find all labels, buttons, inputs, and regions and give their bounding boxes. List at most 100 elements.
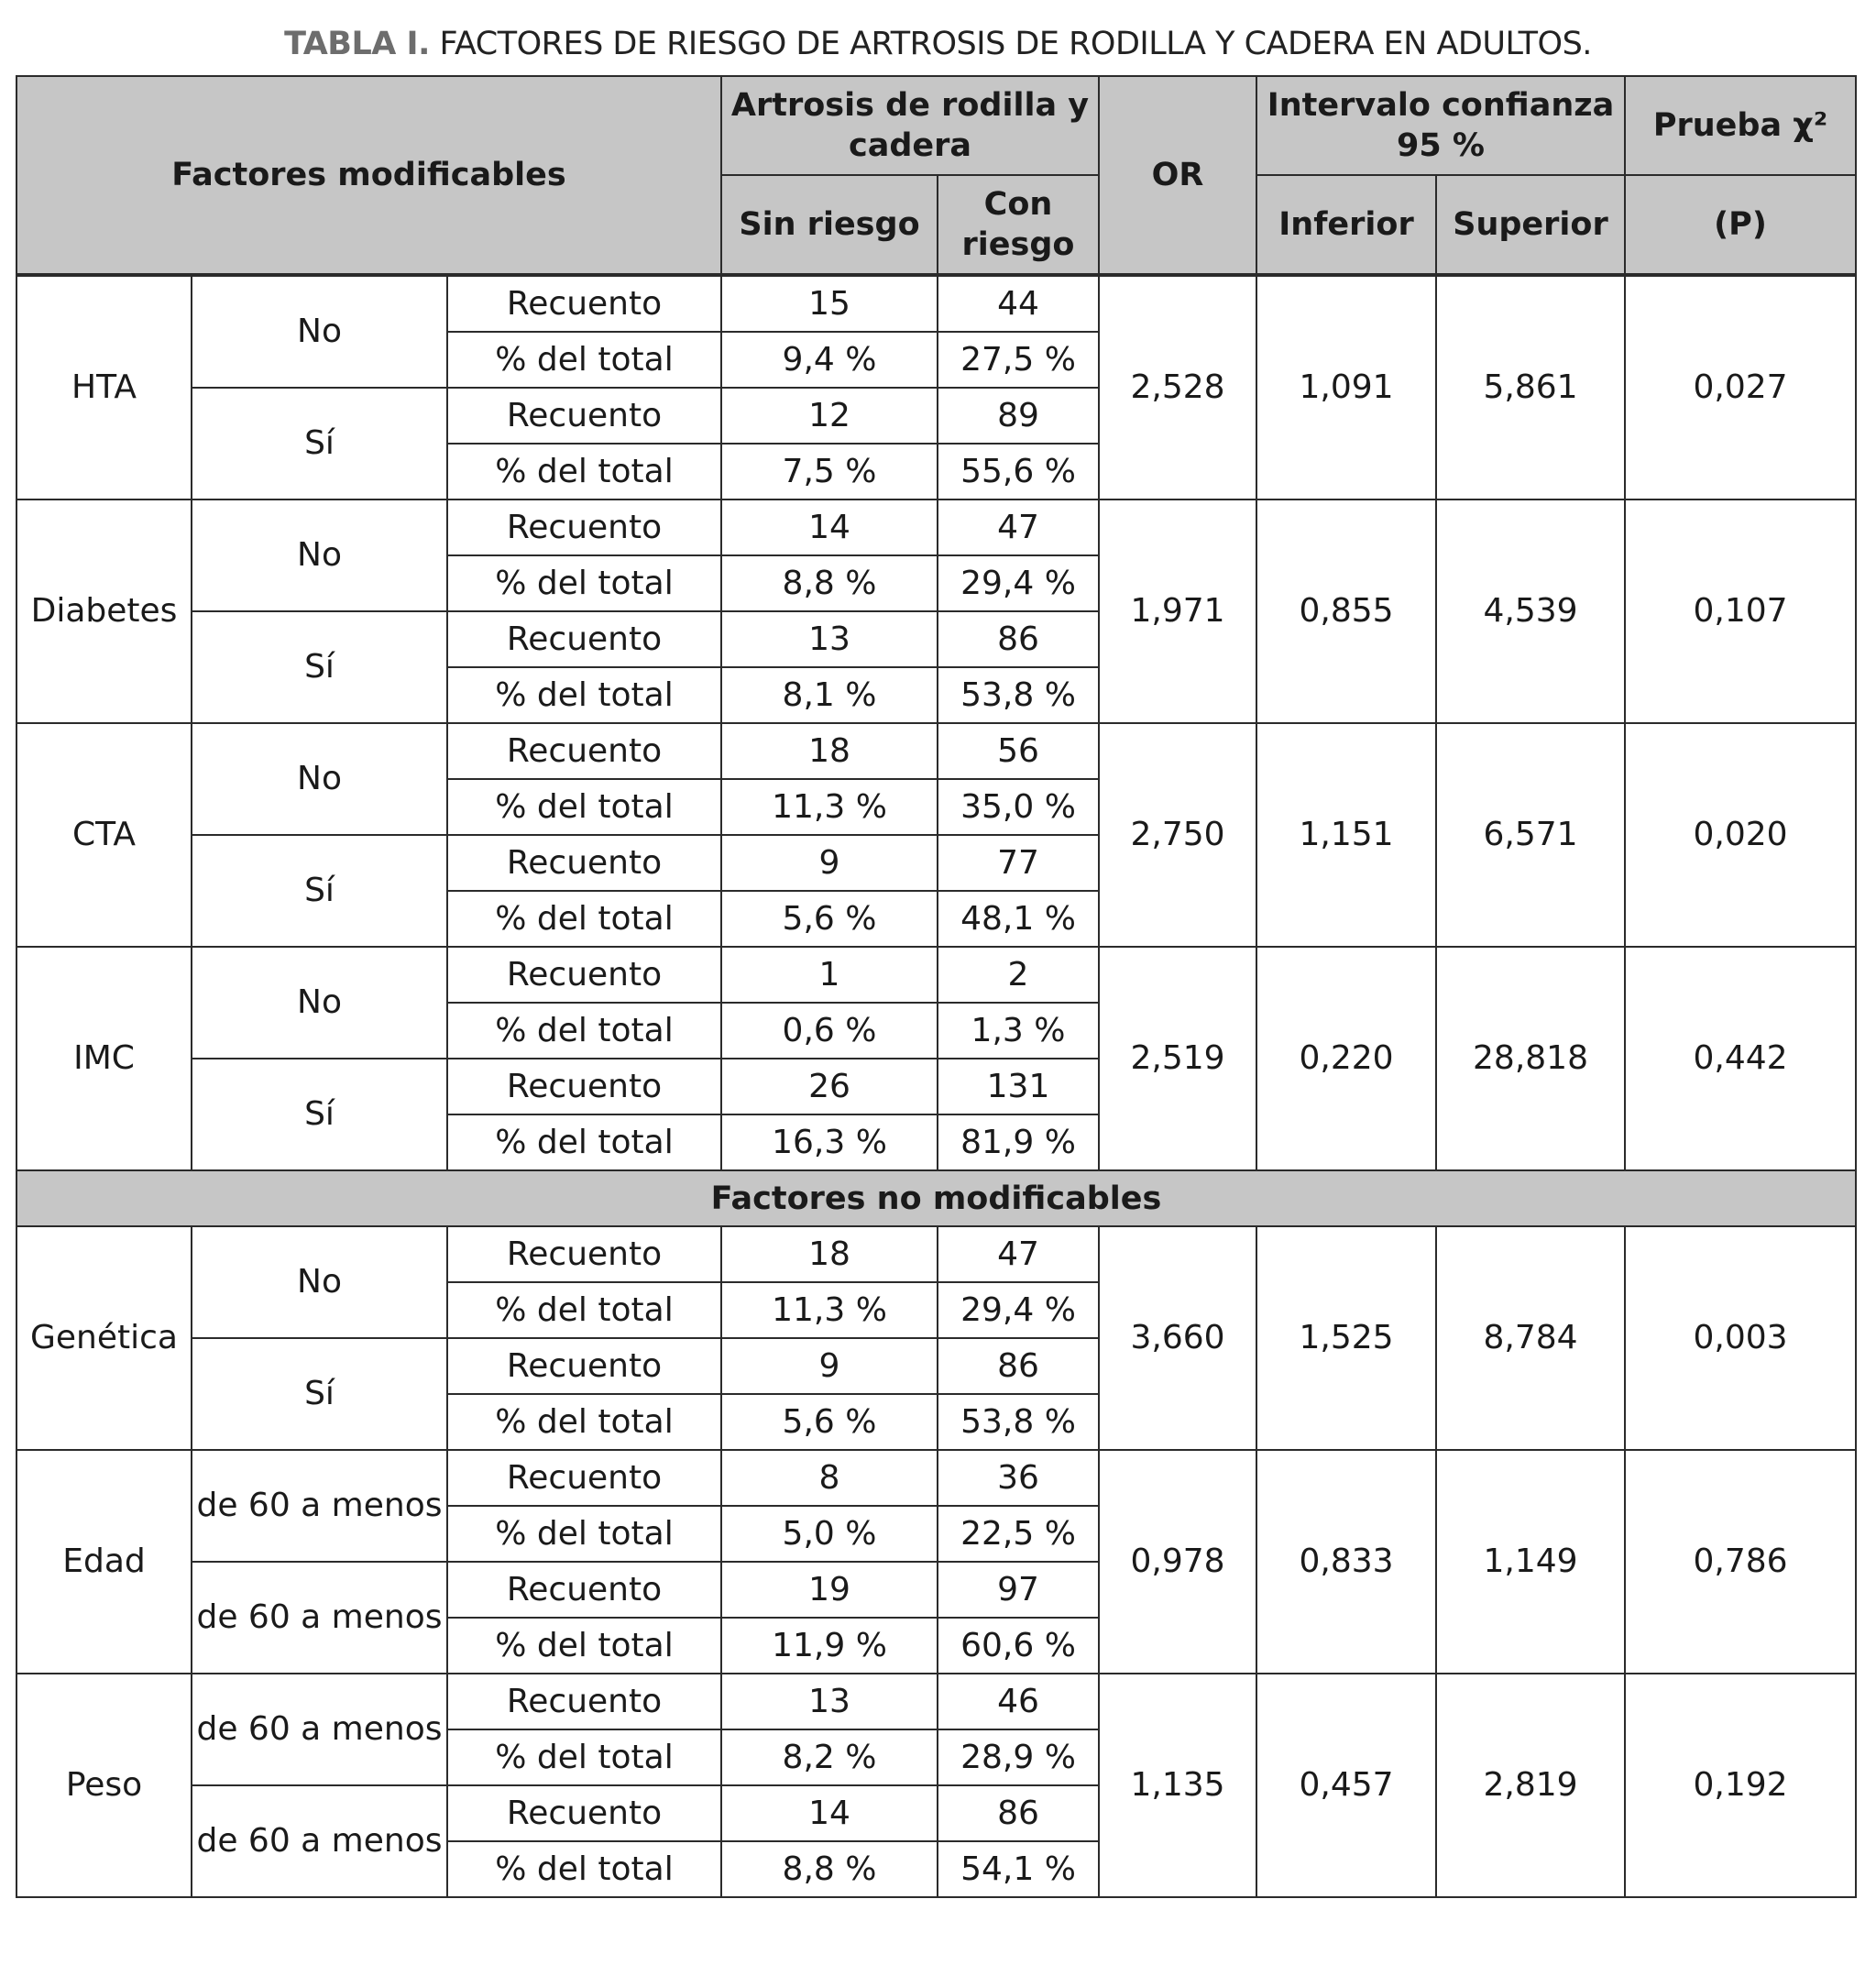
factor-name: HTA xyxy=(16,274,192,500)
or-value: 1,971 xyxy=(1098,499,1257,724)
header-prueba: Prueba χ² xyxy=(1624,75,1857,176)
measure-label: Recuento xyxy=(446,1673,722,1730)
or-value: 0,978 xyxy=(1098,1449,1257,1674)
p-value: 0,786 xyxy=(1624,1449,1857,1674)
ci-inferior-value: 0,220 xyxy=(1256,946,1437,1171)
table-row: Sí Recuento 13 86 xyxy=(16,610,1856,724)
sin-riesgo-value: 8,1 % xyxy=(720,666,938,724)
table-row: Sí Recuento 9 86 xyxy=(16,1337,1856,1451)
header-inferior: Inferior xyxy=(1256,174,1437,276)
ci-inferior-value: 0,457 xyxy=(1256,1673,1437,1898)
ci-inferior-value: 0,855 xyxy=(1256,499,1437,724)
table-row: CTA No Recuento 18 56 2,750 1,151 6,571 0,020 xyxy=(16,722,1857,948)
ci-superior-value: 6,571 xyxy=(1435,722,1626,948)
factor-name: CTA xyxy=(16,722,192,948)
table-row: Sí Recuento 12 89 xyxy=(16,387,1856,500)
con-riesgo-value: 28,9 % xyxy=(937,1729,1100,1786)
measure-label: % del total xyxy=(446,1114,722,1171)
table-row: % del total 5,6 % 53,8 % xyxy=(16,1393,1856,1451)
header-or: OR xyxy=(1098,75,1257,276)
ci-inferior-value: 1,525 xyxy=(1256,1225,1437,1451)
con-riesgo-value: 29,4 % xyxy=(937,1281,1100,1339)
group-label: No xyxy=(191,722,448,836)
or-value: 2,528 xyxy=(1098,274,1257,500)
table-row: % del total 5,6 % 48,1 % xyxy=(16,890,1856,948)
table-row: % del total 9,4 % 27,5 % xyxy=(16,331,1856,389)
sin-riesgo-value: 18 xyxy=(720,1225,938,1283)
sin-riesgo-value: 0,6 % xyxy=(720,1002,938,1059)
factor-name: Genética xyxy=(16,1225,192,1451)
sin-riesgo-value: 13 xyxy=(720,610,938,668)
measure-label: Recuento xyxy=(446,1561,722,1619)
sin-riesgo-value: 9 xyxy=(720,834,938,892)
header-factores: Factores modificables xyxy=(16,75,722,276)
p-value: 0,020 xyxy=(1624,722,1857,948)
ci-superior-value: 1,149 xyxy=(1435,1449,1626,1674)
table-row: Diabetes No Recuento 14 47 1,971 0,855 4,539 0,1… xyxy=(16,499,1857,724)
measure-label: Recuento xyxy=(446,946,722,1004)
measure-label: Recuento xyxy=(446,1337,722,1395)
ci-superior-value: 8,784 xyxy=(1435,1225,1626,1451)
con-riesgo-value: 60,6 % xyxy=(937,1617,1100,1674)
measure-label: % del total xyxy=(446,554,722,612)
con-riesgo-value: 22,5 % xyxy=(937,1505,1100,1563)
sin-riesgo-value: 19 xyxy=(720,1561,938,1619)
con-riesgo-value: 86 xyxy=(937,1784,1100,1842)
risk-factors-table: Factores modificables Artrosis de rodill… xyxy=(16,75,1857,1898)
sin-riesgo-value: 9,4 % xyxy=(720,331,938,389)
table-row: % del total 11,9 % 60,6 % xyxy=(16,1617,1856,1674)
section-heading: Factores no modificables xyxy=(16,1169,1857,1227)
factor-name: IMC xyxy=(16,946,192,1171)
ci-inferior-value: 0,833 xyxy=(1256,1449,1437,1674)
con-riesgo-value: 54,1 % xyxy=(937,1840,1100,1898)
p-value: 0,442 xyxy=(1624,946,1857,1171)
ci-inferior-value: 1,151 xyxy=(1256,722,1437,948)
con-riesgo-value: 86 xyxy=(937,1337,1100,1395)
table-row: % del total 5,0 % 22,5 % xyxy=(16,1505,1856,1563)
table-row: de 60 a menos Recuento 19 97 xyxy=(16,1561,1856,1674)
sin-riesgo-value: 8,2 % xyxy=(720,1729,938,1786)
p-value: 0,027 xyxy=(1624,274,1857,500)
sin-riesgo-value: 18 xyxy=(720,722,938,780)
header-p: (P) xyxy=(1624,174,1857,276)
measure-label: % del total xyxy=(446,1617,722,1674)
con-riesgo-value: 44 xyxy=(937,274,1100,333)
sin-riesgo-value: 11,9 % xyxy=(720,1617,938,1674)
measure-label: Recuento xyxy=(446,387,722,445)
sin-riesgo-value: 1 xyxy=(720,946,938,1004)
measure-label: Recuento xyxy=(446,1225,722,1283)
table-row: % del total 11,3 % 35,0 % xyxy=(16,778,1856,836)
table-row: % del total 8,8 % 29,4 % xyxy=(16,554,1856,612)
table-label: TABLA I. xyxy=(284,26,430,62)
con-riesgo-value: 81,9 % xyxy=(937,1114,1100,1171)
table-row: % del total 0,6 % 1,3 % xyxy=(16,1002,1856,1059)
con-riesgo-value: 131 xyxy=(937,1058,1100,1115)
group-label: Sí xyxy=(191,834,448,948)
sin-riesgo-value: 8,8 % xyxy=(720,1840,938,1898)
header-intervalo: Intervalo confianza 95 % xyxy=(1256,75,1626,176)
table-row: de 60 a menos Recuento 14 86 xyxy=(16,1784,1856,1898)
header-artrosis: Artrosis de rodilla y cadera xyxy=(720,75,1100,176)
ci-superior-value: 2,819 xyxy=(1435,1673,1626,1898)
group-label: No xyxy=(191,946,448,1059)
group-label: Sí xyxy=(191,387,448,500)
ci-superior-value: 5,861 xyxy=(1435,274,1626,500)
p-value: 0,003 xyxy=(1624,1225,1857,1451)
table-row: % del total 7,5 % 55,6 % xyxy=(16,443,1856,500)
measure-label: % del total xyxy=(446,1840,722,1898)
sin-riesgo-value: 5,0 % xyxy=(720,1505,938,1563)
sin-riesgo-value: 16,3 % xyxy=(720,1114,938,1171)
measure-label: Recuento xyxy=(446,610,722,668)
sin-riesgo-value: 26 xyxy=(720,1058,938,1115)
con-riesgo-value: 2 xyxy=(937,946,1100,1004)
table-row: % del total 16,3 % 81,9 % xyxy=(16,1114,1856,1171)
or-value: 2,750 xyxy=(1098,722,1257,948)
measure-label: Recuento xyxy=(446,1058,722,1115)
group-label: No xyxy=(191,1225,448,1339)
group-label: No xyxy=(191,499,448,612)
sin-riesgo-value: 14 xyxy=(720,499,938,556)
measure-label: Recuento xyxy=(446,1784,722,1842)
table-row: % del total 8,8 % 54,1 % xyxy=(16,1840,1856,1898)
table-row: Sí Recuento 9 77 xyxy=(16,834,1856,948)
measure-label: % del total xyxy=(446,331,722,389)
